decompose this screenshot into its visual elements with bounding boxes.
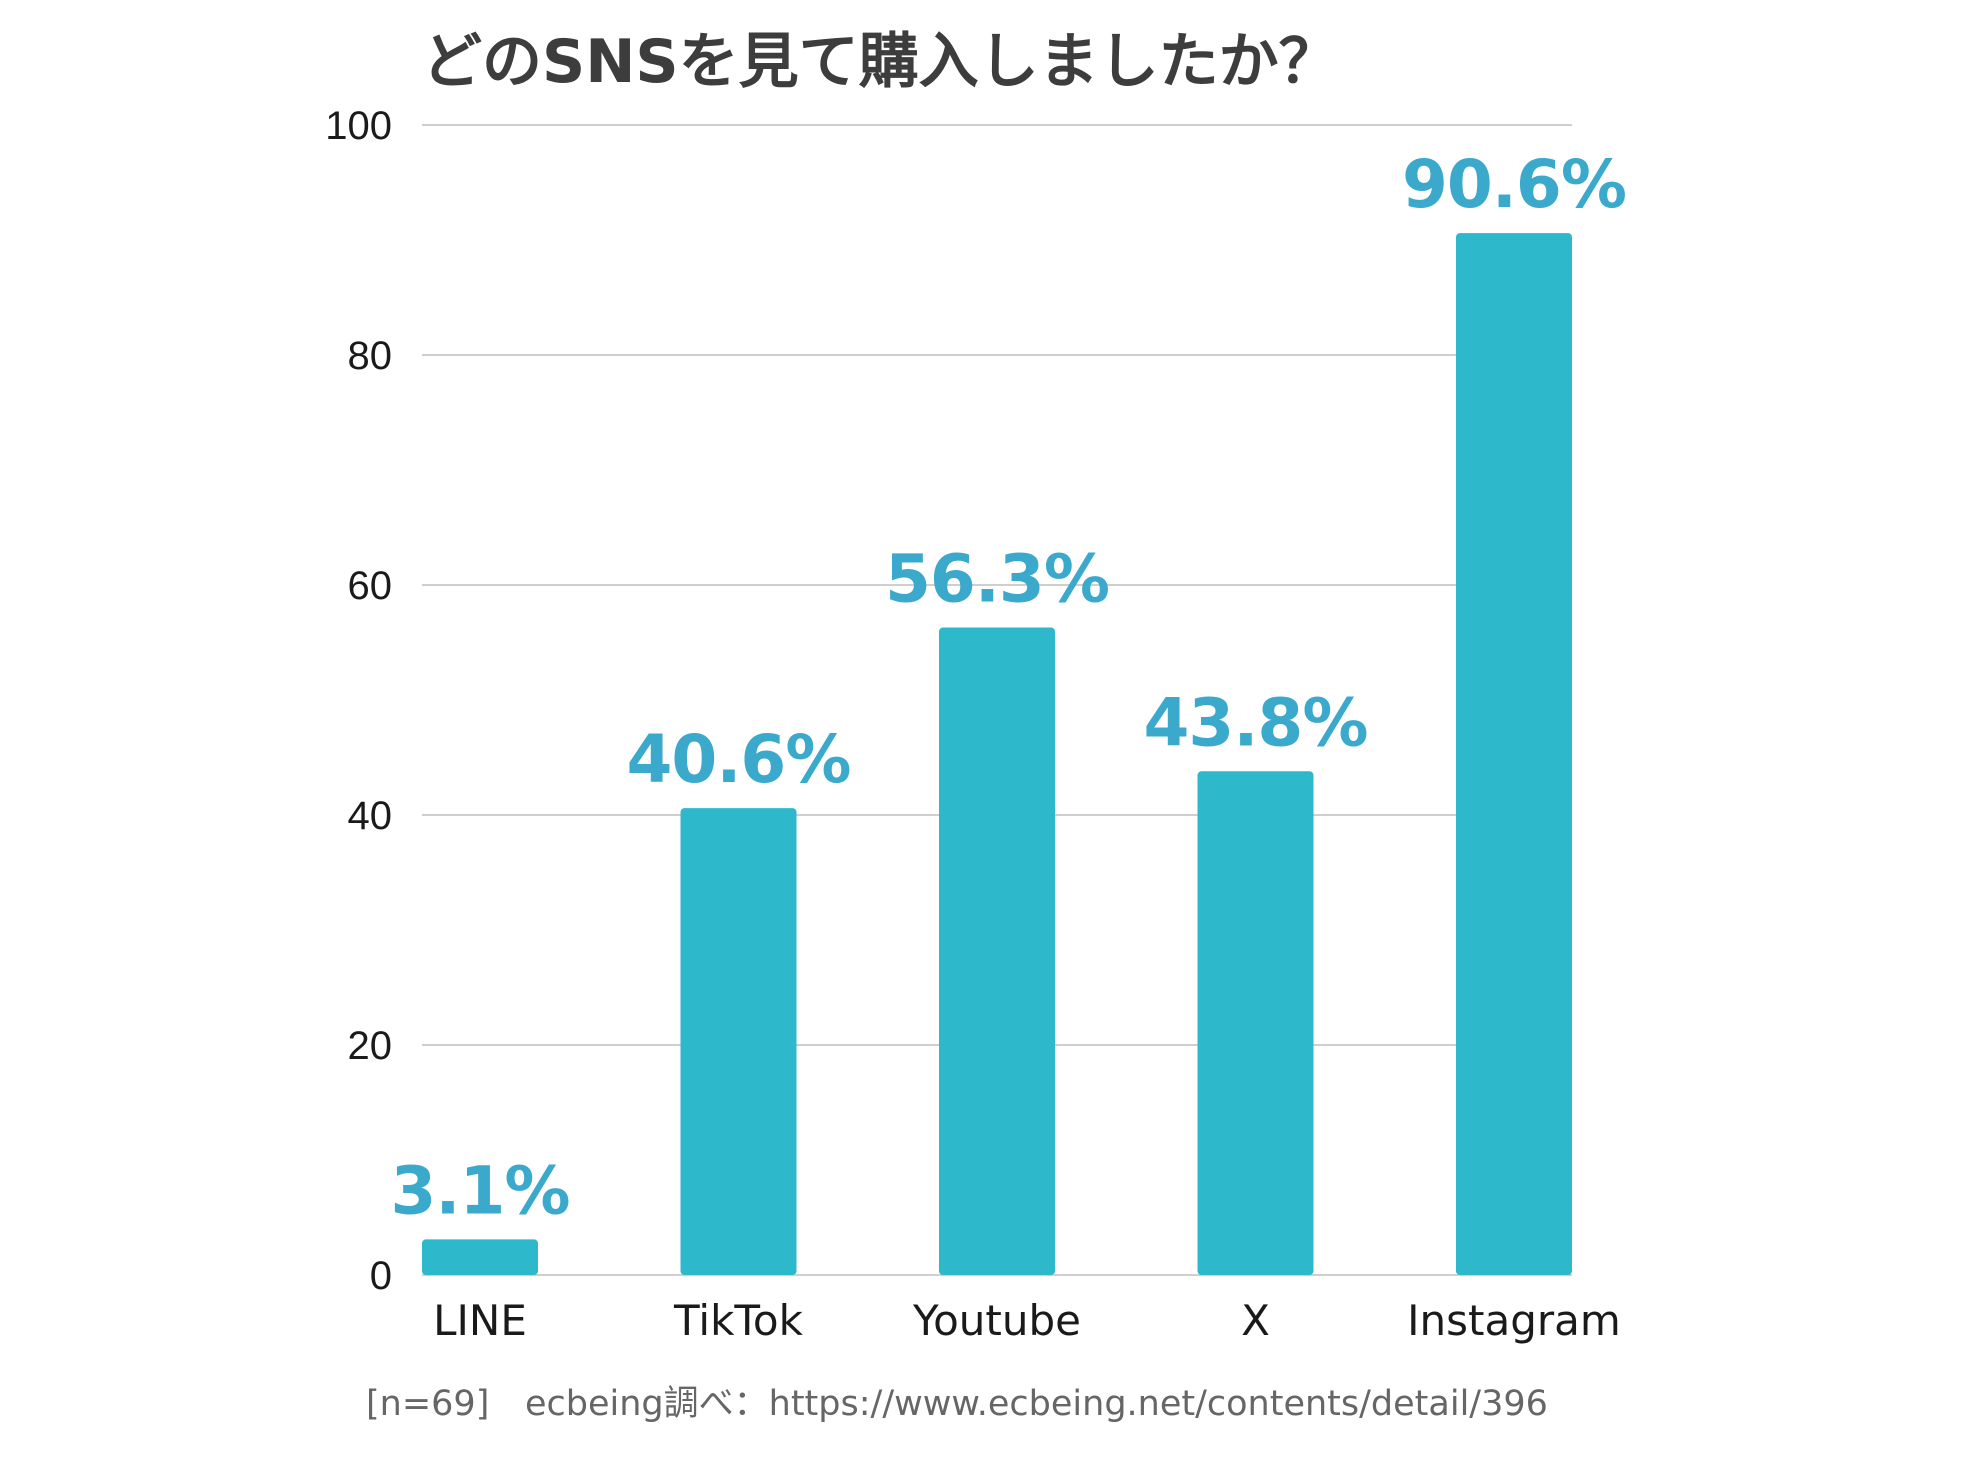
data-label-x: 43.8% — [1144, 684, 1368, 761]
bar-instagram — [1456, 233, 1572, 1276]
data-label-youtube: 56.3% — [885, 541, 1109, 618]
data-label-tiktok: 40.6% — [627, 721, 851, 798]
category-label-line: LINE — [433, 1296, 527, 1345]
data-labels: 3.1% 40.6% 56.3% 43.8% 90.6% — [390, 146, 1627, 1229]
sample-size-note: [n=69] — [366, 1384, 489, 1424]
chart-title: どのSNSを見て購入しましたか？ — [422, 27, 1339, 97]
y-tick-label: 80 — [348, 334, 393, 378]
category-label-x: X — [1241, 1296, 1270, 1345]
bar-x — [1197, 771, 1314, 1275]
category-label-tiktok: TikTok — [673, 1296, 804, 1345]
y-tick-label: 100 — [325, 104, 392, 148]
bars — [422, 233, 1572, 1276]
category-label-youtube: Youtube — [912, 1296, 1081, 1345]
data-label-line: 3.1% — [390, 1152, 569, 1229]
y-tick-label: 60 — [348, 564, 393, 608]
y-tick-label: 0 — [370, 1254, 392, 1298]
y-tick-label: 20 — [348, 1024, 393, 1068]
category-label-instagram: Instagram — [1407, 1296, 1621, 1345]
y-axis-tick-labels: 0 20 40 60 80 100 — [325, 104, 392, 1298]
bar-line — [422, 1239, 538, 1275]
bar-youtube — [939, 627, 1055, 1275]
y-tick-label: 40 — [348, 794, 393, 838]
x-axis-category-labels: LINE TikTok Youtube X Instagram — [433, 1296, 1621, 1345]
data-label-instagram: 90.6% — [1402, 146, 1626, 223]
source-note: ecbeing調べ：https://www.ecbeing.net/conten… — [525, 1384, 1548, 1424]
bar-tiktok — [680, 808, 797, 1275]
